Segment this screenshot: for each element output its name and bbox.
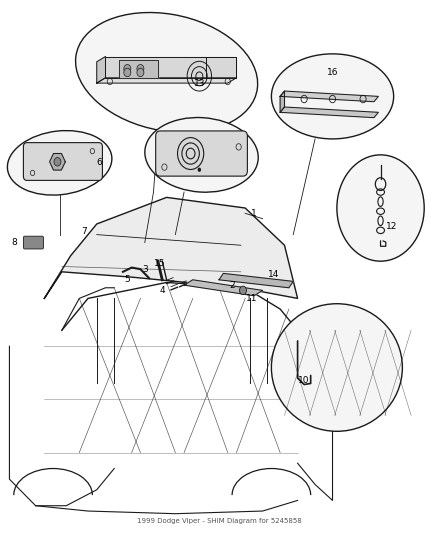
- Text: 10: 10: [298, 376, 310, 385]
- Ellipse shape: [145, 117, 258, 192]
- Polygon shape: [97, 78, 237, 83]
- Circle shape: [240, 286, 247, 295]
- Text: 3: 3: [142, 265, 148, 273]
- Text: 12: 12: [386, 222, 397, 231]
- Ellipse shape: [272, 54, 394, 139]
- Text: 1999 Dodge Viper - SHIM Diagram for 5245858: 1999 Dodge Viper - SHIM Diagram for 5245…: [137, 518, 301, 524]
- Ellipse shape: [337, 155, 424, 261]
- Polygon shape: [49, 154, 65, 170]
- Polygon shape: [184, 280, 263, 296]
- Polygon shape: [280, 91, 285, 112]
- Text: 13: 13: [194, 78, 205, 87]
- Text: 11: 11: [246, 294, 258, 303]
- Circle shape: [137, 68, 144, 77]
- Circle shape: [124, 68, 131, 77]
- FancyBboxPatch shape: [23, 236, 43, 249]
- Polygon shape: [219, 273, 293, 288]
- FancyBboxPatch shape: [155, 131, 247, 176]
- Text: 7: 7: [81, 228, 87, 237]
- Text: 5: 5: [124, 275, 130, 284]
- Ellipse shape: [272, 304, 403, 431]
- Text: 4: 4: [159, 286, 165, 295]
- FancyBboxPatch shape: [23, 143, 102, 180]
- Text: 1: 1: [251, 209, 257, 218]
- Polygon shape: [97, 56, 106, 83]
- Polygon shape: [106, 56, 237, 78]
- Polygon shape: [119, 60, 158, 78]
- Text: 15: 15: [154, 260, 166, 268]
- Ellipse shape: [7, 131, 112, 195]
- Polygon shape: [44, 197, 297, 298]
- Text: 14: 14: [268, 270, 279, 279]
- Circle shape: [124, 64, 131, 73]
- Text: 2: 2: [229, 280, 235, 289]
- Polygon shape: [280, 107, 378, 118]
- Polygon shape: [280, 91, 378, 102]
- Text: 16: 16: [327, 68, 338, 77]
- Circle shape: [198, 167, 201, 172]
- Ellipse shape: [76, 12, 258, 132]
- Text: 6: 6: [96, 158, 102, 167]
- Circle shape: [137, 64, 144, 73]
- Text: 8: 8: [11, 238, 17, 247]
- Circle shape: [54, 158, 61, 166]
